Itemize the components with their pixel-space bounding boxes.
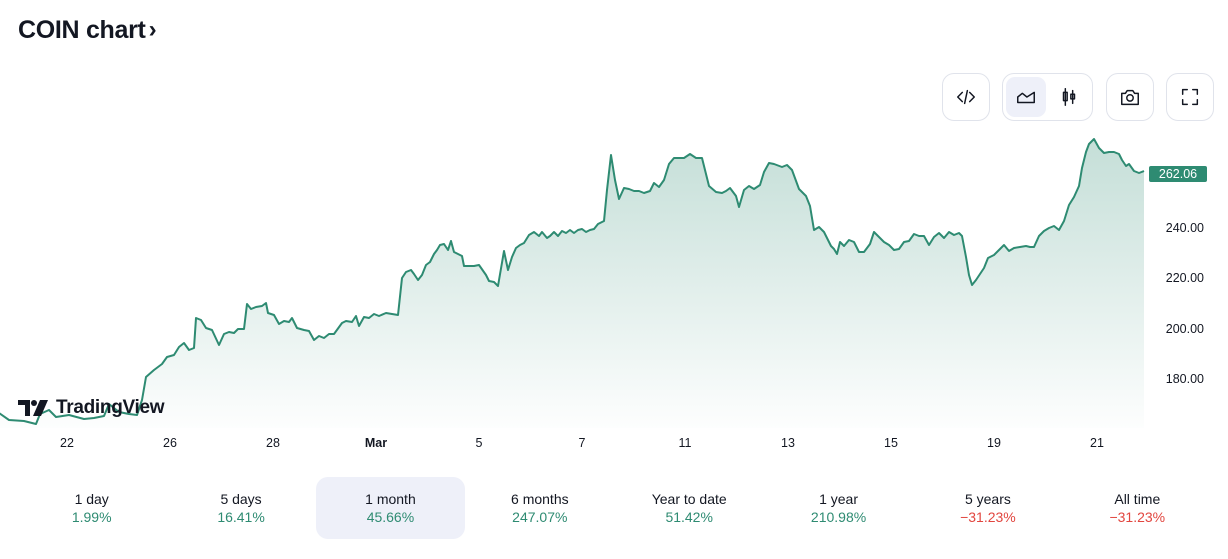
period-label: 5 days: [220, 491, 262, 507]
period-all-time[interactable]: All time −31.23%: [1063, 477, 1212, 539]
x-tick: 7: [578, 436, 586, 450]
price-area-chart[interactable]: [0, 0, 1228, 430]
embed-button-wrap: [942, 73, 990, 121]
y-tick-180: 180.00: [1165, 372, 1204, 386]
period-change: 210.98%: [810, 509, 867, 525]
x-tick: 21: [1090, 436, 1104, 450]
x-tick: 22: [60, 436, 74, 450]
x-tick: 26: [163, 436, 177, 450]
x-tick: 28: [266, 436, 280, 450]
tradingview-wordmark: TradingView: [56, 397, 165, 418]
chevron-right-icon: ›: [148, 15, 157, 43]
camera-icon: [1121, 89, 1139, 106]
period-selector: 1 day 1.99% 5 days 16.41% 1 month 45.66%…: [17, 477, 1212, 539]
x-tick: 13: [781, 436, 795, 450]
period-change: 16.41%: [217, 509, 265, 525]
chart-type-toggle: [1002, 73, 1093, 121]
period-year-to-date[interactable]: Year to date 51.42%: [615, 477, 764, 539]
x-tick: 15: [884, 436, 898, 450]
tradingview-logo-icon: [18, 400, 48, 416]
period-change: −31.23%: [960, 509, 1016, 525]
period-1-day[interactable]: 1 day 1.99%: [17, 477, 166, 539]
candlestick-chart-button[interactable]: [1049, 77, 1089, 117]
snapshot-button-wrap: [1106, 73, 1154, 121]
snapshot-button[interactable]: [1106, 73, 1154, 121]
period-change: −31.23%: [1109, 509, 1166, 525]
period-5-years[interactable]: 5 years −31.23%: [913, 477, 1062, 539]
area-chart-icon: [1017, 91, 1035, 104]
y-tick-220: 220.00: [1165, 271, 1204, 285]
y-tick-200: 200.00: [1165, 322, 1204, 336]
code-icon: [957, 89, 975, 105]
period-5-days[interactable]: 5 days 16.41%: [166, 477, 315, 539]
x-tick: 5: [475, 436, 483, 450]
period-label: All time: [1114, 491, 1161, 507]
period-change: 51.42%: [665, 509, 713, 525]
price-line: [0, 138, 1145, 425]
period-label: 1 month: [365, 491, 416, 507]
period-label: Year to date: [651, 491, 727, 507]
period-1-year[interactable]: 1 year 210.98%: [764, 477, 913, 539]
period-label: 1 year: [819, 491, 859, 507]
period-change: 1.99%: [71, 509, 112, 525]
x-tick: 19: [987, 436, 1001, 450]
fullscreen-icon: [1181, 88, 1199, 106]
tradingview-logo[interactable]: TradingView: [18, 397, 165, 419]
fullscreen-button[interactable]: [1166, 73, 1214, 121]
y-tick-240: 240.00: [1165, 221, 1204, 235]
period-change: 247.07%: [512, 509, 568, 525]
period-label: 5 years: [964, 491, 1011, 507]
x-tick: Mar: [364, 436, 388, 450]
period-1-month[interactable]: 1 month 45.66%: [315, 477, 466, 539]
chart-title-link[interactable]: COIN chart ›: [18, 15, 157, 45]
last-price-label: 262.06: [1149, 166, 1207, 182]
fullscreen-button-wrap: [1166, 73, 1214, 121]
period-change: 45.66%: [366, 509, 415, 525]
period-label: 6 months: [511, 491, 569, 507]
period-label: 1 day: [74, 491, 109, 507]
area-chart-button[interactable]: [1006, 77, 1046, 117]
embed-button[interactable]: [942, 73, 990, 121]
x-tick: 11: [678, 436, 692, 450]
period-6-months[interactable]: 6 months 247.07%: [465, 477, 614, 539]
candlestick-icon: [1062, 88, 1076, 106]
chart-title: COIN chart: [18, 16, 146, 44]
area-fill: [0, 139, 1144, 428]
